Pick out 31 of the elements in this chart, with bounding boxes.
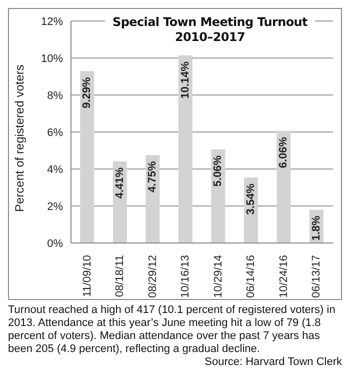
y-tick-label: 2%: [47, 200, 64, 213]
source-note: Source: Harvard Town Clerk: [204, 356, 342, 369]
x-tick-label: 08/29/12: [146, 255, 159, 298]
data-label: 9.29%: [81, 76, 94, 108]
x-tick-label: 10/16/13: [180, 255, 192, 298]
chart-title: Special Town Meeting Turnout: [111, 15, 308, 30]
x-tick-label: 10/29/14: [212, 255, 224, 298]
x-tick-label: 10/24/16: [278, 255, 290, 298]
y-tick-label: 6%: [47, 126, 64, 139]
data-label: 4.75%: [146, 160, 159, 192]
y-tick-label: 12%: [40, 16, 64, 28]
text: 2010–2017: [174, 30, 246, 45]
y-tick-label: 8%: [47, 90, 64, 102]
bar: [178, 55, 192, 243]
data-label: 5.06%: [212, 155, 224, 187]
data-label: 4.41%: [114, 167, 126, 199]
x-tick-label: 11/09/10: [81, 255, 94, 298]
data-label: 6.06%: [278, 136, 290, 168]
y-tick-label: 10%: [40, 52, 64, 65]
x-tick-label: 06/13/17: [310, 255, 323, 298]
y-axis-title: Percent of registered voters: [12, 64, 26, 212]
bar: [80, 71, 94, 243]
bar: [276, 130, 291, 243]
data-label: 1.8%: [310, 215, 322, 241]
y-tick-label: 0%: [47, 238, 64, 250]
data-label: 10.14%: [179, 61, 192, 99]
x-tick-label: 06/14/16: [245, 255, 258, 298]
text: Turnout reached a high of 417 (10.1 percent of registered voters) in 2013. Attendance at this year’s June meeting hit a low of 79 (1.8 percent of voters). Median attendance over the past 7 years has been 205 (4.9 percent), reflecting a gradual decline.: [8, 304, 336, 356]
x-tick-label: 08/18/11: [114, 255, 126, 298]
data-label: 3.54%: [244, 183, 257, 215]
y-tick-label: 4%: [47, 164, 64, 176]
